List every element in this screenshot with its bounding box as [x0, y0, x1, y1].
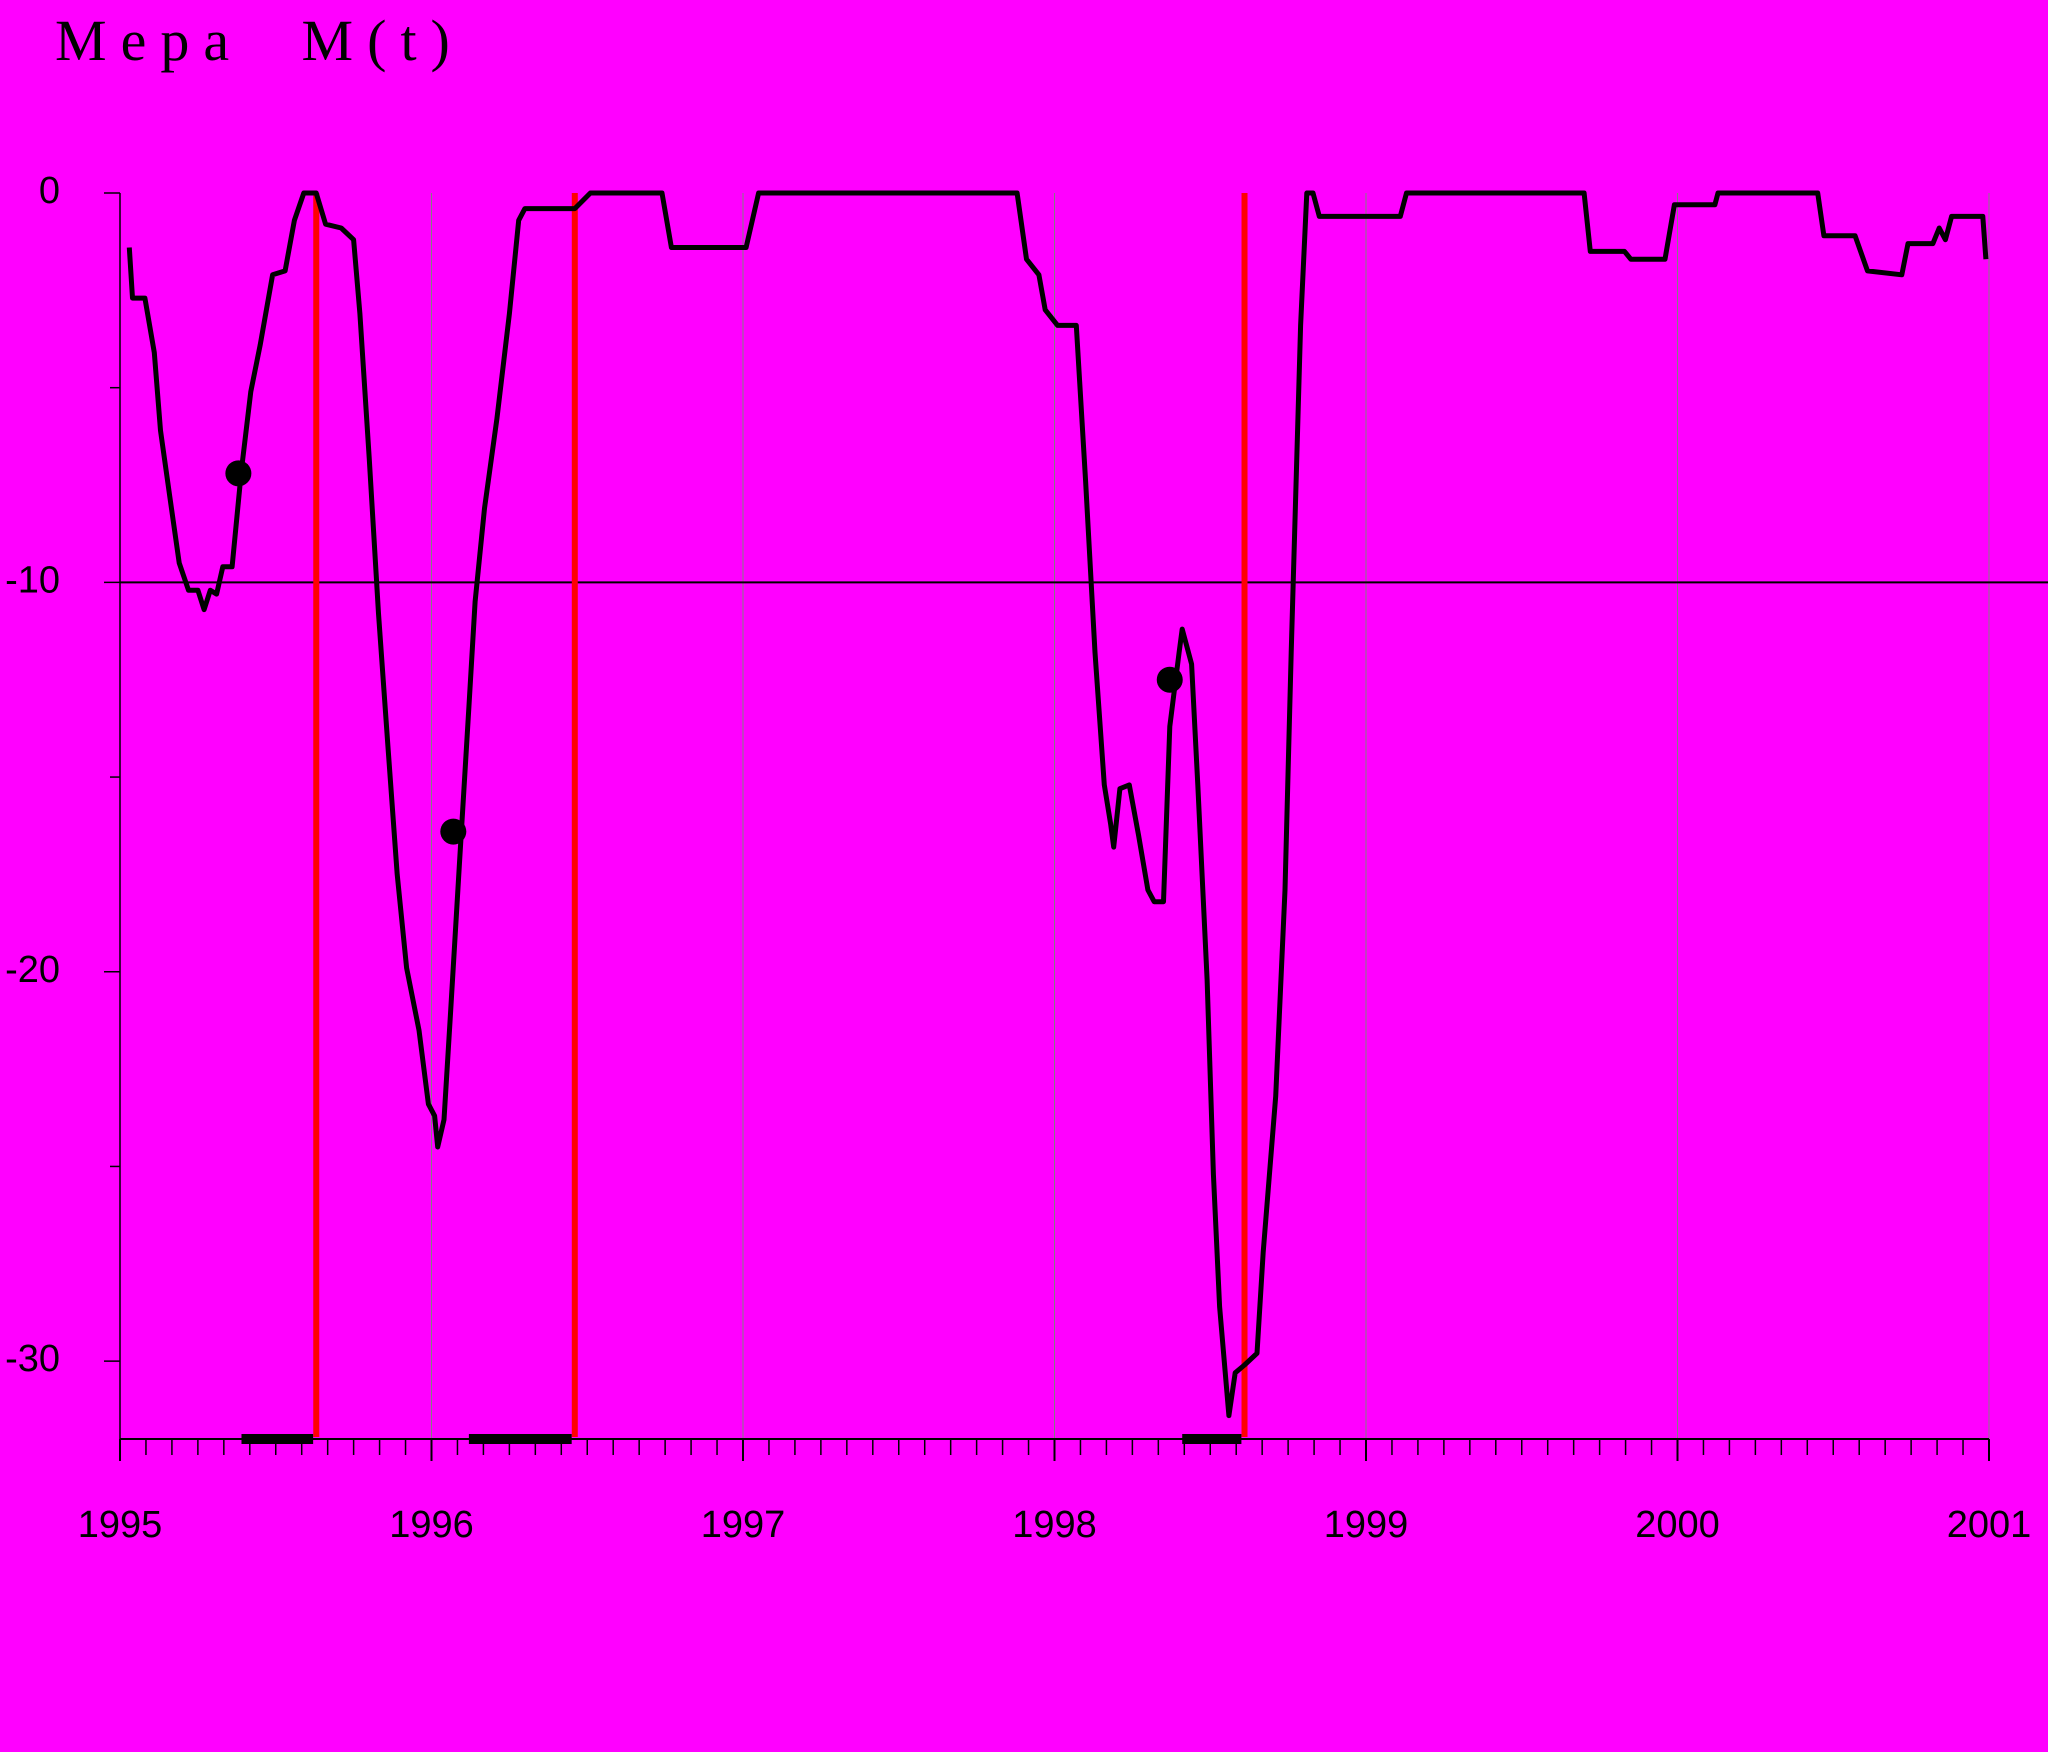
x-tick-label: 1999: [1324, 1504, 1409, 1546]
x-tick-label: 1995: [78, 1504, 163, 1546]
marker: [1156, 666, 1183, 693]
chart-title: Mepa M(t): [55, 8, 464, 73]
y-tick-label: -20: [5, 949, 60, 991]
x-tick-label: 2001: [1947, 1504, 2032, 1546]
period-bar: [1182, 1434, 1242, 1444]
period-bar: [468, 1434, 572, 1444]
period-bar: [241, 1434, 314, 1444]
marker: [225, 460, 252, 487]
y-tick-label: -30: [5, 1338, 60, 1380]
x-tick-label: 1998: [1012, 1504, 1097, 1546]
x-tick-label: 2000: [1635, 1504, 1720, 1546]
y-tick-label: 0: [39, 170, 60, 212]
x-tick-label: 1997: [701, 1504, 786, 1546]
x-tick-label: 1996: [389, 1504, 474, 1546]
data-line: [126, 190, 1989, 1419]
y-tick-label: -10: [5, 559, 60, 601]
marker: [440, 818, 467, 845]
